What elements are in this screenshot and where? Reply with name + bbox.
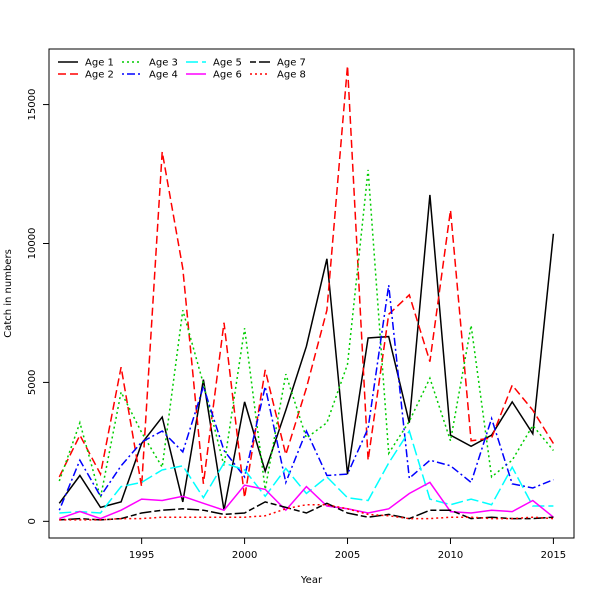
- y-tick-label: 10000: [27, 228, 38, 260]
- series-line-age-4: [58, 285, 554, 511]
- x-tick-label: 2005: [335, 550, 360, 561]
- y-tick-label: 15000: [27, 89, 38, 121]
- x-tick-label: 2015: [541, 550, 566, 561]
- x-axis: 1995 2000 2005 2010 2015: [129, 538, 566, 561]
- series-line-age-3: [58, 169, 554, 498]
- legend-label: Age 5: [213, 58, 242, 69]
- series-lines: [58, 65, 555, 521]
- series-line-age-6: [59, 481, 554, 520]
- x-tick-label: 1995: [129, 550, 154, 561]
- y-tick-label: 0: [27, 518, 38, 524]
- legend-label: Age 2: [85, 70, 114, 81]
- legend-label: Age 8: [277, 70, 306, 81]
- series-line-age-1: [58, 194, 555, 511]
- legend-label: Age 4: [149, 70, 178, 81]
- legend-label: Age 1: [85, 58, 114, 69]
- x-axis-label: Year: [300, 575, 323, 586]
- y-tick-label: 5000: [27, 370, 38, 395]
- x-tick-label: 2000: [232, 550, 257, 561]
- legend-label: Age 7: [277, 58, 306, 69]
- x-tick-label: 2010: [438, 550, 463, 561]
- legend-label: Age 3: [149, 58, 178, 69]
- y-axis-label: Catch in numbers: [3, 249, 14, 338]
- series-line-age-5: [59, 429, 554, 514]
- y-axis: 0 5000 10000 15000: [27, 89, 49, 525]
- series-line-age-7: [59, 501, 554, 521]
- series-line-age-2: [58, 65, 555, 498]
- plot-frame: [48, 48, 575, 539]
- legend-label: Age 6: [213, 70, 242, 81]
